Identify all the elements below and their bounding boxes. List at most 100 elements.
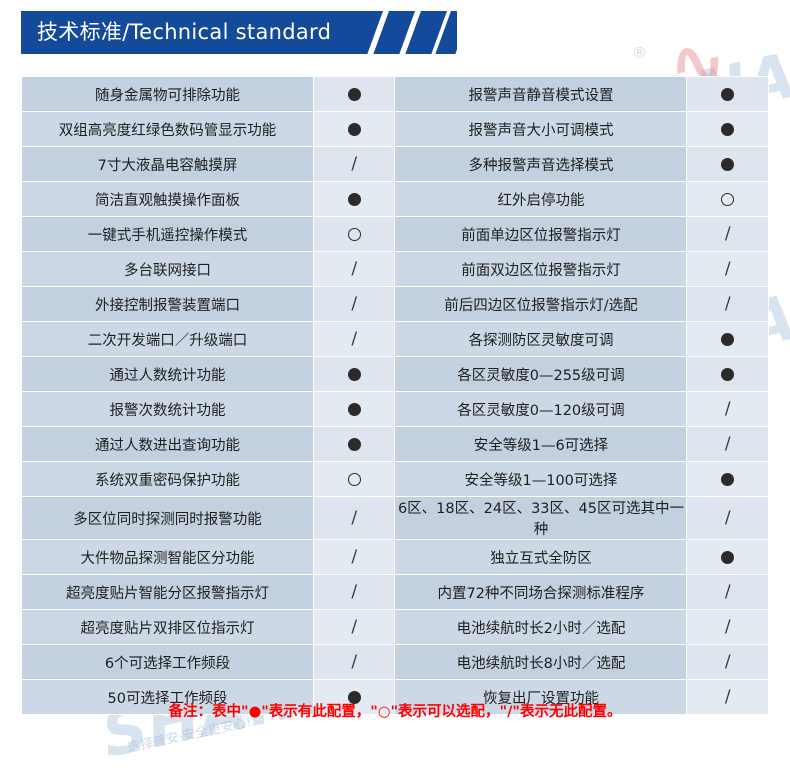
feature-label-left: 系统双重密码保护功能 — [21, 461, 314, 497]
table-row: 超亮度贴片智能分区报警指示灯 / 内置72种不同场合探测标准程序 / — [21, 574, 769, 610]
table-row: 超亮度贴片双排区位指示灯 / 电池续航时长2小时／选配 / — [21, 609, 769, 645]
feature-label-right: 内置72种不同场合探测标准程序 — [394, 574, 688, 610]
watermark-registered-right: ® — [632, 44, 647, 62]
feature-label-right: 各区灵敏度0—120级可调 — [394, 391, 688, 427]
feature-status-right: / — [686, 286, 769, 322]
feature-status-left — [312, 356, 396, 392]
table-row: 二次开发端口／升级端口 / 各探测防区灵敏度可调 — [21, 321, 769, 357]
feature-label-left: 随身金属物可排除功能 — [21, 76, 314, 112]
symbol-unavailable-icon: / — [724, 223, 731, 244]
banner-stripe-decoration — [351, 11, 457, 54]
table-row: 报警次数统计功能 各区灵敏度0—120级可调 / — [21, 391, 769, 427]
feature-status-right — [686, 146, 769, 182]
symbol-unavailable-icon: / — [724, 616, 731, 637]
symbol-included-icon — [347, 690, 361, 704]
feature-label-left: 通过人数进出查询功能 — [21, 426, 314, 462]
table-row: 50可选择工作频段 恢复出厂设置功能 / — [21, 679, 769, 715]
symbol-included-icon — [721, 87, 735, 101]
symbol-included-icon — [347, 367, 361, 381]
technical-standard-table: 随身金属物可排除功能 报警声音静音模式设置 双组高亮度红绿色数码管显示功能 报警声音大… — [21, 76, 769, 715]
feature-status-right: / — [686, 574, 769, 610]
symbol-included-icon — [721, 472, 735, 486]
feature-status-left: / — [312, 146, 396, 182]
feature-status-left — [312, 391, 396, 427]
symbol-unavailable-icon: / — [351, 651, 358, 672]
feature-status-right — [686, 76, 769, 112]
feature-status-right: / — [686, 391, 769, 427]
symbol-optional-icon — [347, 472, 361, 486]
table-row: 双组高亮度红绿色数码管显示功能 报警声音大小可调模式 — [21, 111, 769, 147]
feature-label-left: 一键式手机遥控操作模式 — [21, 216, 314, 252]
feature-status-left: / — [312, 251, 396, 287]
symbol-unavailable-icon: / — [724, 258, 731, 279]
feature-label-left: 超亮度贴片双排区位指示灯 — [21, 609, 314, 645]
feature-status-right — [686, 111, 769, 147]
table-row: 多区位同时探测同时报警功能 / 6区、18区、24区、33区、45区可选其中一种 / — [21, 496, 769, 540]
feature-status-left: / — [312, 539, 396, 575]
feature-status-right: / — [686, 496, 769, 540]
feature-label-right: 前后四边区位报警指示灯/选配 — [394, 286, 688, 322]
table-row: 通过人数统计功能 各区灵敏度0—255级可调 — [21, 356, 769, 392]
symbol-included-icon — [721, 122, 735, 136]
table-row: 外接控制报警装置端口 / 前后四边区位报警指示灯/选配 / — [21, 286, 769, 322]
feature-label-right: 各探测防区灵敏度可调 — [394, 321, 688, 357]
feature-status-right: / — [686, 426, 769, 462]
symbol-optional-icon — [347, 227, 361, 241]
symbol-unavailable-icon: / — [351, 293, 358, 314]
symbol-unavailable-icon: / — [351, 546, 358, 567]
feature-label-right: 安全等级1—6可选择 — [394, 426, 688, 462]
table-row: 随身金属物可排除功能 报警声音静音模式设置 — [21, 76, 769, 112]
feature-label-right: 红外启停功能 — [394, 181, 688, 217]
feature-label-right: 独立互式全防区 — [394, 539, 688, 575]
feature-status-left — [312, 111, 396, 147]
symbol-unavailable-icon: / — [351, 153, 358, 174]
symbol-unavailable-icon: / — [351, 616, 358, 637]
feature-label-left: 二次开发端口／升级端口 — [21, 321, 314, 357]
table-body: 随身金属物可排除功能 报警声音静音模式设置 双组高亮度红绿色数码管显示功能 报警声音大… — [21, 76, 769, 715]
feature-status-left: / — [312, 574, 396, 610]
table-row: 7寸大液晶电容触摸屏 / 多种报警声音选择模式 — [21, 146, 769, 182]
symbol-unavailable-icon: / — [724, 293, 731, 314]
symbol-included-icon — [721, 332, 735, 346]
feature-status-right: / — [686, 609, 769, 645]
banner-background — [21, 11, 351, 54]
feature-label-right: 电池续航时长2小时／选配 — [394, 609, 688, 645]
feature-label-left: 50可选择工作频段 — [21, 679, 314, 715]
feature-status-right: / — [686, 644, 769, 680]
feature-label-left: 外接控制报警装置端口 — [21, 286, 314, 322]
symbol-unavailable-icon: / — [351, 581, 358, 602]
feature-label-left: 7寸大液晶电容触摸屏 — [21, 146, 314, 182]
feature-status-right — [686, 181, 769, 217]
feature-label-left: 大件物品探测智能区分功能 — [21, 539, 314, 575]
symbol-included-icon — [347, 122, 361, 136]
feature-label-right: 多种报警声音选择模式 — [394, 146, 688, 182]
feature-status-left: / — [312, 609, 396, 645]
symbol-optional-icon — [721, 192, 735, 206]
symbol-unavailable-icon: / — [724, 433, 731, 454]
feature-label-left: 超亮度贴片智能分区报警指示灯 — [21, 574, 314, 610]
symbol-included-icon — [721, 550, 735, 564]
feature-status-right: / — [686, 216, 769, 252]
table-row: 系统双重密码保护功能 安全等级1—100可选择 — [21, 461, 769, 497]
symbol-unavailable-icon: / — [724, 398, 731, 419]
table-row: 6个可选择工作频段 / 电池续航时长8小时／选配 / — [21, 644, 769, 680]
table-row: 多台联网接口 / 前面双边区位报警指示灯 / — [21, 251, 769, 287]
feature-status-left — [312, 679, 396, 715]
symbol-included-icon — [721, 157, 735, 171]
feature-status-right — [686, 539, 769, 575]
section-header-banner: 技术标准/Technical standard — [21, 11, 457, 54]
feature-label-right: 安全等级1—100可选择 — [394, 461, 688, 497]
feature-label-right: 6区、18区、24区、33区、45区可选其中一种 — [394, 496, 688, 540]
symbol-unavailable-icon: / — [351, 507, 358, 528]
table-row: 通过人数进出查询功能 安全等级1—6可选择 / — [21, 426, 769, 462]
feature-status-right — [686, 461, 769, 497]
feature-label-left: 多区位同时探测同时报警功能 — [21, 496, 314, 540]
feature-status-left — [312, 216, 396, 252]
feature-status-right — [686, 321, 769, 357]
symbol-unavailable-icon: / — [724, 686, 731, 707]
table-row: 简洁直观触摸操作面板 红外启停功能 — [21, 181, 769, 217]
symbol-unavailable-icon: / — [724, 651, 731, 672]
feature-label-right: 恢复出厂设置功能 — [394, 679, 688, 715]
feature-label-left: 通过人数统计功能 — [21, 356, 314, 392]
table-footnote: 备注：表中"●"表示有此配置，"○"表示可以选配，"/"表示无此配置。 — [168, 704, 622, 720]
